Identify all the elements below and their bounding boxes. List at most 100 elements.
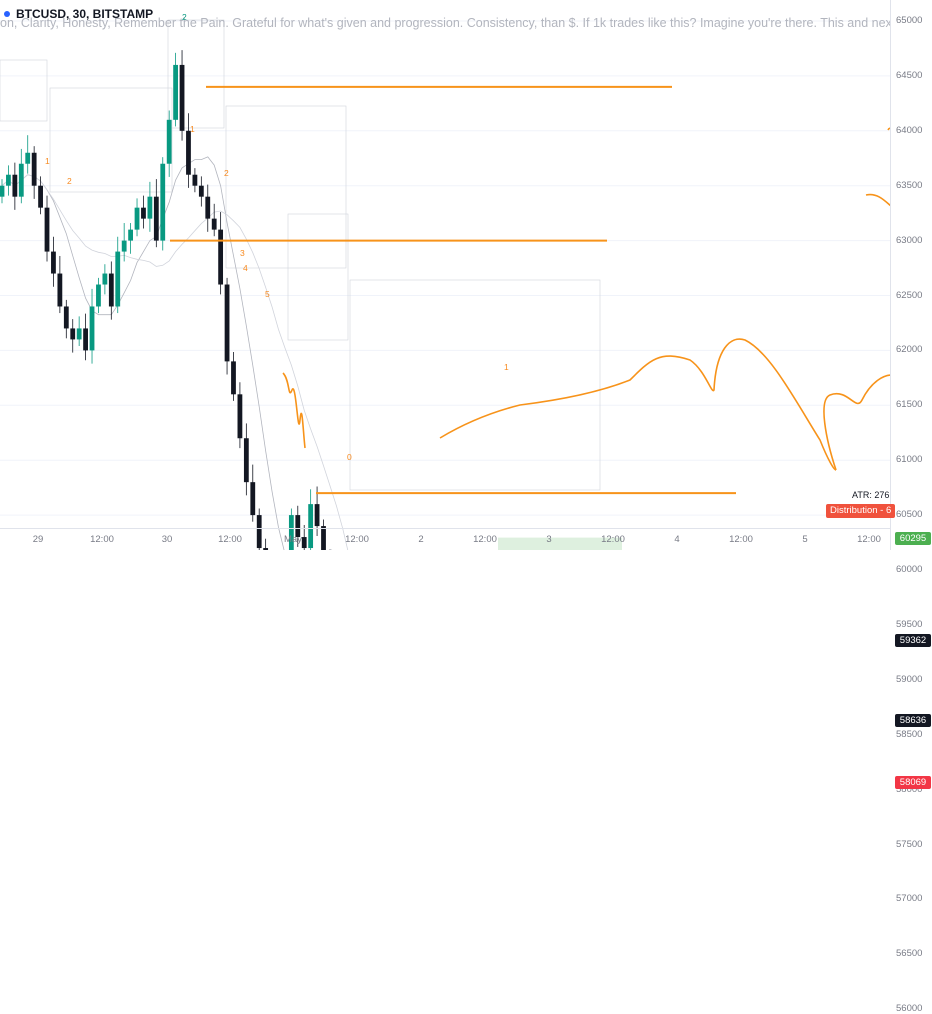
- time-tick-label: May: [284, 534, 302, 545]
- symbol-title[interactable]: BTCUSD, 30, BITSTAMP: [4, 7, 153, 21]
- symbol-label: BTCUSD, 30, BITSTAMP: [16, 7, 154, 21]
- candle-body: [6, 174, 11, 186]
- candle-body: [38, 185, 43, 208]
- candle-body: [314, 504, 320, 527]
- price-tick-label: 60500: [896, 509, 923, 521]
- candles[interactable]: [0, 50, 602, 550]
- marquee-text: on, Clarity, Honesty, Remember the Pain.…: [0, 16, 890, 30]
- candle-body: [224, 284, 230, 362]
- candle-body: [237, 394, 243, 439]
- candle-body: [57, 273, 63, 307]
- candle-body: [12, 174, 18, 197]
- candle-body: [153, 196, 159, 241]
- time-axis[interactable]: [0, 528, 890, 551]
- wave-label: 5: [265, 289, 270, 299]
- time-tick-label: 12:00: [857, 534, 881, 545]
- candle-body: [308, 504, 314, 549]
- analysis-box: [349, 279, 601, 491]
- projection-curve: [439, 338, 837, 471]
- price-tag: 60295: [895, 531, 931, 545]
- price-tick-label: 56500: [896, 948, 923, 960]
- candle-body: [147, 196, 153, 219]
- candle-body: [231, 361, 236, 395]
- price-tick-label: 57500: [896, 838, 923, 850]
- wave-label: 2: [67, 176, 72, 186]
- price-tick-label: 63500: [896, 179, 923, 191]
- price-tag: 59362: [895, 634, 931, 648]
- price-tick-label: 56000: [896, 1003, 923, 1014]
- candle-body: [18, 163, 24, 197]
- price-tick-label: 57000: [896, 893, 923, 905]
- analysis-box: [225, 105, 347, 269]
- candle-body: [192, 174, 198, 186]
- drawings[interactable]: [170, 85, 897, 550]
- moving-averages: [1, 156, 349, 550]
- candle-body: [89, 306, 95, 351]
- wave-label: 2: [224, 168, 229, 178]
- candle-body: [301, 537, 307, 549]
- price-tick-label: 60000: [896, 564, 923, 575]
- time-tick-label: 12:00: [601, 534, 625, 545]
- time-tick-label: 4: [674, 534, 680, 545]
- candle-body: [96, 284, 101, 307]
- candle-body: [25, 152, 31, 164]
- time-tick-label: 12:00: [90, 534, 114, 545]
- candle-body: [76, 328, 82, 340]
- price-tag: 58069: [895, 776, 931, 790]
- status-dot-icon: [4, 11, 10, 17]
- candle-body: [211, 218, 217, 230]
- candle-body: [51, 251, 56, 274]
- candle-body: [173, 64, 179, 120]
- candle-body: [186, 130, 191, 175]
- price-tag: 58636: [895, 713, 931, 727]
- distribution-badge[interactable]: Distribution - 6: [826, 504, 896, 518]
- candle-body: [44, 207, 50, 252]
- price-tick-label: 61000: [896, 454, 923, 466]
- time-tick-label: 2: [418, 534, 424, 545]
- price-tick-label: 65000: [896, 15, 923, 26]
- time-tick-label: 30: [161, 534, 173, 545]
- candle-body: [141, 207, 146, 219]
- price-tick-label: 62000: [896, 344, 923, 356]
- candle-body: [70, 328, 76, 340]
- candle-body: [128, 229, 134, 241]
- projection-curve: [282, 372, 306, 449]
- candle-body: [256, 515, 262, 549]
- time-tick-label: 12:00: [729, 534, 753, 545]
- target-zone: [498, 537, 622, 550]
- candle-body: [263, 548, 269, 550]
- price-tick-label: 64000: [896, 124, 923, 136]
- wave-label: 1: [190, 124, 195, 134]
- candle-body: [321, 526, 326, 550]
- price-tick-label: 58500: [896, 728, 923, 740]
- wave-label: 4: [243, 263, 248, 273]
- price-tick-label: 59500: [896, 618, 923, 630]
- candle-body: [205, 196, 211, 219]
- candle-body: [218, 229, 224, 285]
- wave-label: 1: [504, 362, 509, 372]
- price-tick-label: 61500: [896, 399, 923, 411]
- projection-curve: [823, 374, 893, 471]
- analysis-box: [167, 19, 225, 129]
- position-zones: [498, 537, 622, 550]
- chart-header: on, Clarity, Honesty, Remember the Pain.…: [0, 0, 890, 32]
- time-tick-label: 29: [32, 534, 44, 545]
- price-tick-label: 62500: [896, 289, 923, 301]
- candle-body: [166, 119, 172, 164]
- candle-body: [0, 185, 5, 197]
- candle-body: [31, 152, 37, 186]
- candle-body: [134, 207, 140, 230]
- analysis-box: [49, 87, 173, 193]
- candle-body: [243, 438, 249, 483]
- moving-average-line: [1, 156, 333, 550]
- time-tick-label: 3: [546, 534, 552, 545]
- candle-body: [115, 251, 121, 307]
- time-tick-label: 12:00: [473, 534, 497, 545]
- candle-body: [250, 482, 256, 516]
- chart-canvas: [0, 19, 897, 550]
- analysis-box: [0, 59, 48, 122]
- price-axis[interactable]: [890, 0, 932, 550]
- analysis-box: [287, 213, 349, 341]
- price-tick-label: 64500: [896, 69, 923, 81]
- candle-body: [121, 240, 127, 252]
